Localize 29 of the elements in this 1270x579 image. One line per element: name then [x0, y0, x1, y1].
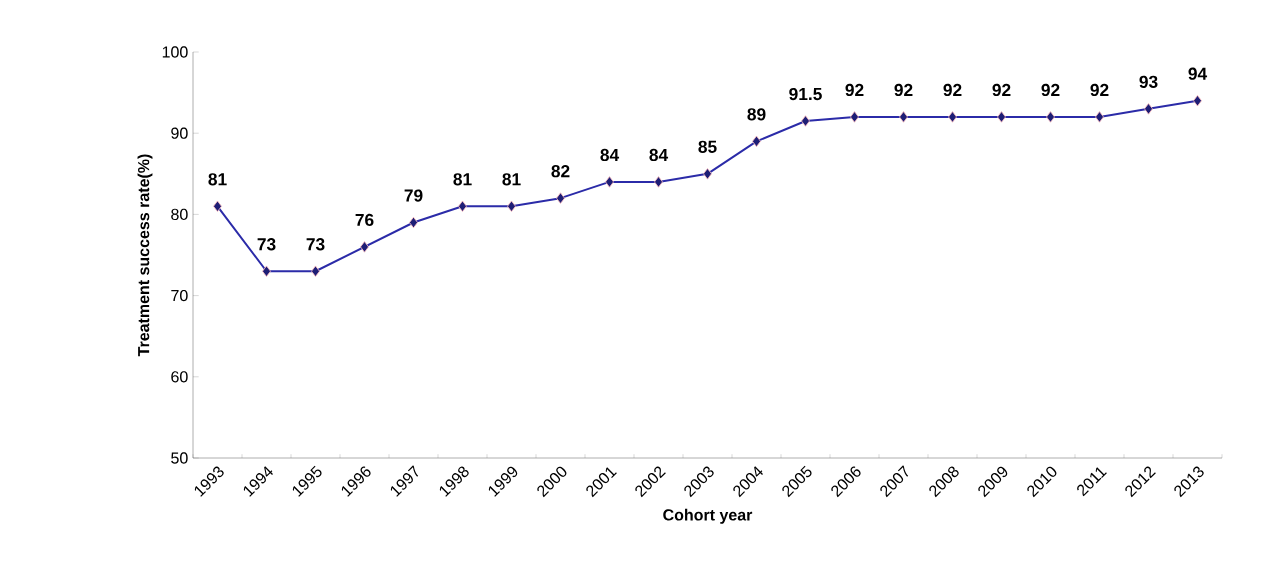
- y-tick-label: 50: [171, 452, 188, 464]
- data-label: 92: [894, 83, 913, 97]
- data-label: 92: [992, 83, 1011, 97]
- y-tick-label: 70: [171, 289, 188, 302]
- y-tick-label: 80: [171, 208, 188, 221]
- data-label: 92: [1041, 83, 1060, 97]
- data-label: 92: [1090, 83, 1109, 97]
- y-axis-title: Treatment success rate(%): [137, 154, 153, 357]
- data-label: 85: [698, 140, 717, 153]
- data-label: 81: [502, 173, 521, 186]
- data-label: 73: [306, 238, 325, 251]
- data-label: 94: [1188, 67, 1208, 80]
- data-label: 79: [404, 189, 423, 202]
- data-label: 92: [845, 83, 864, 97]
- x-axis-title: Cohort year: [663, 508, 753, 524]
- y-tick-label: 90: [171, 127, 188, 139]
- data-label: 92: [943, 83, 962, 97]
- data-label: 91.5: [789, 87, 822, 101]
- data-label: 81: [208, 173, 227, 186]
- y-tick-label: 100: [162, 46, 188, 58]
- data-label: 76: [355, 213, 374, 227]
- data-label: 81: [453, 173, 472, 186]
- y-tick-label: 60: [171, 371, 188, 383]
- data-label: 89: [747, 108, 766, 121]
- data-label: 84: [649, 148, 669, 162]
- data-label: 73: [257, 238, 276, 251]
- data-label: 93: [1139, 75, 1158, 88]
- data-label: 82: [551, 165, 570, 178]
- data-label: 84: [600, 148, 620, 162]
